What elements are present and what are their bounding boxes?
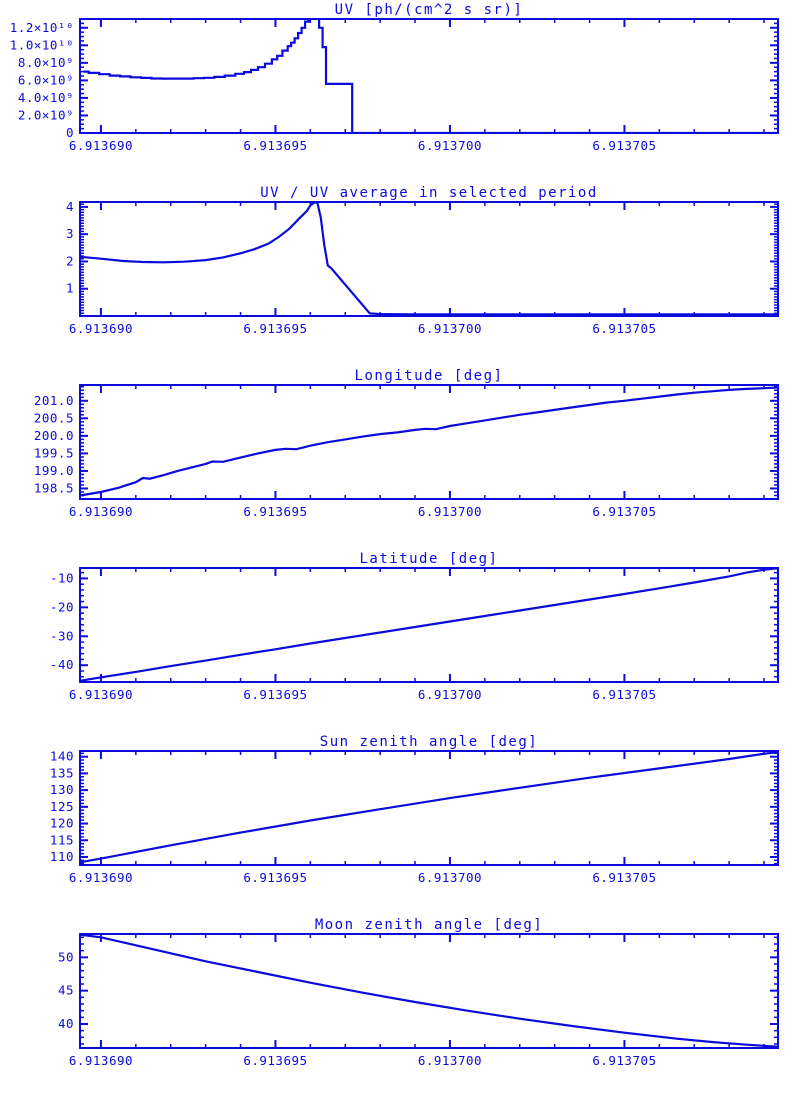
svg-text:-40: -40: [50, 657, 74, 672]
panel-uv-ratio: UV / UV average in selected period 6.913…: [0, 183, 800, 366]
panel-title-longitude: Longitude [deg]: [354, 368, 504, 384]
svg-text:6.913705: 6.913705: [592, 138, 656, 153]
uv-plot-canvas: 6.913690 6.913695 6.913700 6.913705 0 2.0×10⁹…: [10, 18, 779, 153]
svg-text:130: 130: [50, 782, 74, 797]
svg-text:2: 2: [66, 253, 74, 268]
svg-text:115: 115: [50, 832, 74, 847]
svg-text:6.913705: 6.913705: [592, 870, 656, 885]
svg-text:199.5: 199.5: [34, 445, 74, 460]
panel-moon-zenith: Moon zenith angle [deg] 6.913690 6.913695…: [0, 915, 800, 1098]
svg-text:6.913690: 6.913690: [69, 321, 133, 336]
svg-text:6.913690: 6.913690: [69, 1053, 133, 1068]
svg-text:4.0×10⁹: 4.0×10⁹: [18, 90, 74, 105]
svg-text:-10: -10: [50, 570, 74, 585]
svg-text:2.0×10⁹: 2.0×10⁹: [18, 107, 74, 122]
svg-text:6.913700: 6.913700: [418, 504, 482, 519]
latitude-plot-canvas: 6.913690 6.913695 6.913700 6.913705 -40 -30 -2…: [50, 567, 779, 702]
svg-text:6.913700: 6.913700: [418, 321, 482, 336]
svg-text:6.913695: 6.913695: [243, 138, 307, 153]
svg-text:40: 40: [58, 1016, 74, 1031]
svg-text:1.0×10¹⁰: 1.0×10¹⁰: [10, 37, 74, 52]
svg-text:-20: -20: [50, 599, 74, 614]
panel-sun-zenith: Sun zenith angle [deg] 6.913690 6.913695 6…: [0, 732, 800, 915]
svg-text:6.913690: 6.913690: [69, 138, 133, 153]
panel-title-sun-zenith: Sun zenith angle [deg]: [319, 734, 539, 750]
svg-text:199.0: 199.0: [34, 463, 74, 478]
svg-text:8.0×10⁹: 8.0×10⁹: [18, 55, 74, 70]
svg-text:50: 50: [58, 949, 74, 964]
svg-text:6.913695: 6.913695: [243, 870, 307, 885]
svg-text:198.5: 198.5: [34, 480, 74, 495]
svg-text:6.0×10⁹: 6.0×10⁹: [18, 72, 74, 87]
svg-text:6.913700: 6.913700: [418, 870, 482, 885]
panel-title-latitude: Latitude [deg]: [359, 551, 499, 567]
svg-text:6.913695: 6.913695: [243, 687, 307, 702]
svg-text:6.913690: 6.913690: [69, 504, 133, 519]
svg-text:6.913700: 6.913700: [418, 687, 482, 702]
panel-title-moon-zenith: Moon zenith angle [deg]: [314, 917, 544, 933]
svg-text:4: 4: [66, 199, 74, 214]
svg-text:6.913695: 6.913695: [243, 1053, 307, 1068]
svg-text:6.913705: 6.913705: [592, 1053, 656, 1068]
svg-text:125: 125: [50, 799, 74, 814]
svg-text:6.913705: 6.913705: [592, 321, 656, 336]
svg-text:110: 110: [50, 849, 74, 864]
svg-text:201.0: 201.0: [34, 393, 74, 408]
uv-ratio-plot-canvas: 6.913690 6.913695 6.913700 6.913705 1 2 3 4: [66, 199, 779, 336]
svg-text:6.913700: 6.913700: [418, 138, 482, 153]
svg-text:-30: -30: [50, 628, 74, 643]
longitude-plot-canvas: 6.913690 6.913695 6.913700 6.913705 198.5 199…: [34, 384, 779, 519]
moon-zenith-plot-canvas: 6.913690 6.913695 6.913700 6.913705 40 45 50: [58, 933, 779, 1068]
svg-text:6.913705: 6.913705: [592, 687, 656, 702]
panel-latitude: Latitude [deg] 6.913690 6.913695 6.913700 6…: [0, 549, 800, 732]
panel-title-uv-ratio: UV / UV average in selected period: [260, 185, 598, 201]
svg-text:200.5: 200.5: [34, 410, 74, 425]
svg-text:1.2×10¹⁰: 1.2×10¹⁰: [10, 20, 74, 35]
sun-zenith-plot-canvas: 6.913690 6.913695 6.913700 6.91370511011512…: [50, 749, 779, 885]
svg-text:120: 120: [50, 816, 74, 831]
svg-text:0: 0: [66, 125, 74, 140]
svg-text:200.0: 200.0: [34, 428, 74, 443]
svg-text:1: 1: [66, 281, 74, 296]
panel-longitude: Longitude [deg] 6.913690 6.913695 6.913700…: [0, 366, 800, 549]
svg-text:6.913690: 6.913690: [69, 870, 133, 885]
svg-text:135: 135: [50, 765, 74, 780]
panel-title-uv: UV [ph/(cm^2 s sr)]: [334, 2, 524, 18]
svg-text:6.913700: 6.913700: [418, 1053, 482, 1068]
svg-text:6.913705: 6.913705: [592, 504, 656, 519]
panel-uv: UV [ph/(cm^2 s sr)] 6.913690 6.913695 6.91…: [0, 0, 800, 183]
svg-text:6.913695: 6.913695: [243, 321, 307, 336]
svg-text:3: 3: [66, 226, 74, 241]
svg-text:6.913695: 6.913695: [243, 504, 307, 519]
svg-text:45: 45: [58, 983, 74, 998]
svg-text:140: 140: [50, 749, 74, 764]
svg-text:6.913690: 6.913690: [69, 687, 133, 702]
